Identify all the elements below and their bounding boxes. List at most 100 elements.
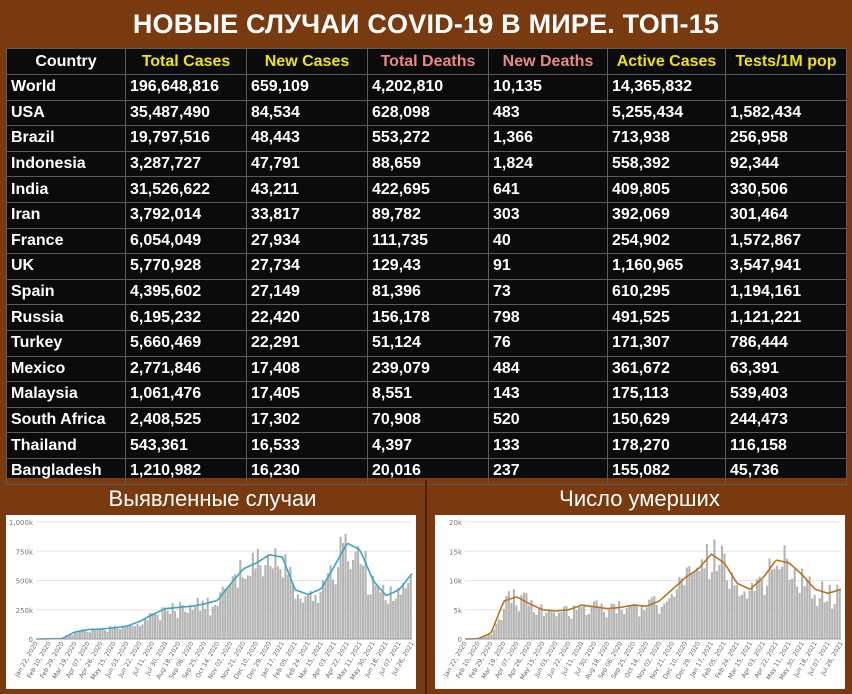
value-cell: 48,443 (246, 125, 368, 152)
data-bar (480, 637, 483, 639)
value-cell: 84,534 (246, 99, 368, 127)
value-cell: 713,938 (607, 125, 726, 152)
data-bar (703, 568, 706, 639)
y-tick-label: 250k (16, 607, 34, 615)
data-bar (339, 536, 342, 639)
country-cell: USA (6, 99, 126, 127)
value-cell: 31,526,622 (125, 176, 247, 203)
data-bar (274, 548, 277, 639)
data-bar (259, 565, 262, 639)
data-bar (638, 616, 641, 639)
value-cell: 520 (488, 406, 608, 434)
value-cell: 1,194,161 (725, 278, 847, 306)
cases-chart: 0 250k 500k 750k 1,000k Jan 22, 2020 Feb 10, 2… (6, 515, 416, 689)
country-cell: UK (6, 253, 126, 280)
data-bar (567, 616, 571, 639)
data-bar (204, 608, 207, 639)
data-bar (758, 576, 761, 639)
data-bar (344, 533, 347, 639)
data-bar (540, 604, 543, 639)
value-cell: 81,396 (367, 278, 489, 306)
data-bar (658, 613, 661, 639)
table-row: Thailand 543,361 16,533 4,397 133 178,270 116,… (6, 432, 847, 459)
data-bar (316, 602, 320, 639)
data-bar (186, 612, 189, 639)
deaths-chart-title: Число умерших (559, 486, 720, 511)
data-bar (753, 590, 756, 639)
country-cell: Iran (6, 201, 126, 229)
value-cell: 2,771,846 (125, 355, 247, 383)
cases-chart-title: Выявленные случаи (108, 486, 317, 511)
data-bar (294, 598, 297, 639)
covid-table: Country Total Cases New Cases Total Deaths N… (6, 48, 847, 485)
value-cell: 51,124 (367, 329, 489, 357)
data-bar (179, 601, 182, 639)
data-bar (816, 606, 819, 639)
value-cell: 558,392 (607, 150, 726, 178)
value-cell: 3,792,014 (125, 201, 247, 229)
data-bar (196, 597, 199, 639)
data-bar (542, 616, 546, 639)
data-bar (224, 588, 227, 639)
data-bar (159, 620, 162, 639)
data-bar (700, 559, 703, 639)
value-cell: 8,551 (367, 381, 489, 408)
value-cell: 178,270 (607, 432, 726, 459)
data-bar (206, 597, 209, 639)
y-tick-label: 750k (16, 548, 34, 556)
data-bar (583, 604, 586, 639)
data-bar (750, 582, 754, 639)
data-bar (166, 610, 169, 639)
value-cell: 1,582,434 (725, 99, 847, 127)
table-row: UK 5,770,928 27,734 129,43 91 1,160,965 3,547,… (6, 253, 847, 280)
data-bar (730, 572, 734, 639)
data-bar (284, 554, 287, 639)
data-bar (515, 605, 518, 639)
data-bar (407, 582, 410, 639)
data-bar (605, 617, 608, 639)
data-bar (131, 625, 134, 639)
data-bar (409, 576, 412, 639)
value-cell: 4,395,602 (125, 278, 247, 306)
data-bar (249, 576, 252, 639)
data-bar (269, 565, 272, 639)
data-bar (678, 577, 681, 639)
value-cell: 330,506 (725, 176, 847, 203)
data-bar (359, 563, 362, 639)
value-cell: 3,547,941 (725, 253, 847, 280)
country-cell: Indonesia (6, 150, 126, 178)
data-bar (319, 591, 322, 639)
data-bar (728, 588, 731, 639)
data-bar (811, 598, 814, 639)
data-bar (334, 584, 337, 639)
table-row: Turkey 5,660,469 22,291 51,124 76 171,307 786,… (6, 329, 847, 357)
data-bar (803, 586, 806, 639)
data-bar (81, 629, 84, 639)
data-bar (633, 603, 636, 639)
value-cell: 798 (488, 304, 608, 331)
data-bar (286, 574, 289, 639)
data-bar (495, 623, 498, 639)
value-cell: 92,344 (725, 150, 847, 178)
data-bar (276, 566, 279, 639)
y-tick-label: 1,000k (9, 519, 34, 527)
value-cell: 171,307 (607, 329, 726, 357)
data-bar (118, 629, 122, 639)
data-bar (550, 611, 553, 639)
data-bar (821, 581, 824, 639)
data-bar (279, 569, 282, 639)
value-cell: 5,660,469 (125, 329, 247, 357)
trend-line (36, 542, 413, 640)
value-cell: 6,054,049 (125, 227, 247, 255)
data-bar (670, 593, 673, 639)
data-bar (271, 568, 274, 639)
data-bar (818, 598, 821, 639)
value-cell: 133 (488, 432, 608, 459)
data-bar (154, 612, 157, 639)
data-bar (748, 590, 751, 639)
data-bar (512, 589, 515, 639)
value-cell: 27,934 (246, 227, 368, 255)
value-cell: 553,272 (367, 125, 489, 152)
data-bar (189, 604, 192, 639)
